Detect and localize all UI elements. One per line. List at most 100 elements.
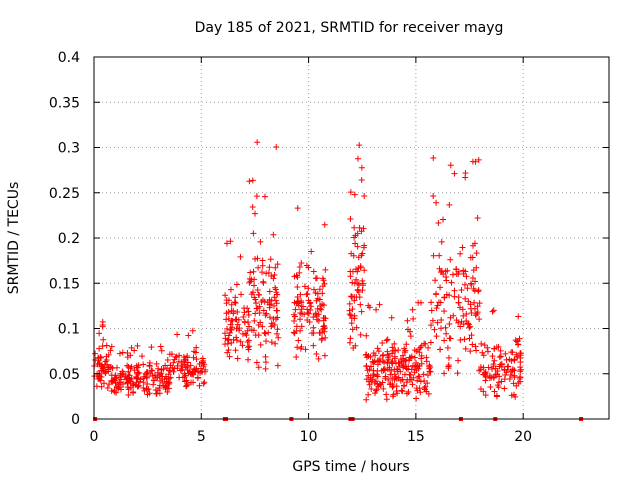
- data-point: [271, 294, 278, 301]
- data-point: [433, 199, 440, 206]
- data-point: [468, 332, 475, 339]
- y-tick-label: 0.15: [49, 276, 80, 292]
- data-point: [353, 324, 360, 331]
- data-point: [363, 351, 370, 358]
- data-point: [497, 361, 504, 368]
- chart-title: Day 185 of 2021, SRMTID for receiver may…: [195, 20, 504, 36]
- data-point: [496, 354, 503, 361]
- data-point: [403, 365, 410, 372]
- data-point: [250, 230, 257, 237]
- data-point: [135, 362, 142, 369]
- data-point: [261, 329, 268, 336]
- data-point: [474, 215, 481, 222]
- data-point: [469, 275, 476, 282]
- data-point: [358, 228, 365, 235]
- data-point: [462, 345, 469, 352]
- data-point: [490, 363, 497, 370]
- data-point: [297, 316, 304, 323]
- data-point: [293, 323, 300, 330]
- data-point: [319, 283, 326, 290]
- data-point: [101, 368, 108, 375]
- data-point: [125, 392, 132, 399]
- data-point: [443, 330, 450, 337]
- data-point: [352, 240, 359, 247]
- data-point: [441, 308, 448, 315]
- data-point: [233, 281, 240, 288]
- data-point: [476, 316, 483, 323]
- data-point: [349, 279, 356, 286]
- data-point: [315, 355, 322, 362]
- data-point: [134, 375, 141, 382]
- data-point: [361, 193, 368, 199]
- data-point: [473, 250, 480, 257]
- data-point: [511, 356, 518, 363]
- data-point: [262, 359, 269, 366]
- data-point: [365, 391, 372, 398]
- data-point: [258, 298, 265, 305]
- data-point: [372, 352, 379, 359]
- data-point: [476, 367, 483, 374]
- data-point: [255, 321, 262, 328]
- data-point: [266, 288, 273, 295]
- data-point: [382, 367, 389, 374]
- data-point: [165, 378, 172, 385]
- data-point: [153, 360, 160, 367]
- data-point: [418, 360, 425, 367]
- data-point: [431, 326, 438, 333]
- data-point: [497, 347, 504, 354]
- data-point: [373, 387, 380, 394]
- data-point: [190, 354, 197, 361]
- data-point: [273, 143, 280, 150]
- data-point: [451, 293, 458, 300]
- data-point: [436, 252, 443, 259]
- data-point: [513, 351, 520, 358]
- data-point: [292, 313, 299, 320]
- data-point: [482, 370, 489, 377]
- data-point: [373, 306, 380, 313]
- data-point: [350, 252, 357, 259]
- data-point: [224, 325, 231, 332]
- data-point: [232, 347, 239, 354]
- data-point: [506, 376, 513, 383]
- data-point: [411, 369, 418, 376]
- data-point: [99, 322, 106, 329]
- data-point: [100, 380, 107, 387]
- data-point: [260, 307, 267, 314]
- data-point: [116, 350, 123, 357]
- data-point: [513, 338, 520, 345]
- data-point: [267, 256, 274, 263]
- data-point: [507, 371, 514, 378]
- data-point: [318, 306, 325, 313]
- data-point: [473, 310, 480, 317]
- data-point: [315, 317, 322, 324]
- data-point: [473, 347, 480, 354]
- data-point: [134, 383, 141, 390]
- data-point: [517, 354, 524, 361]
- data-point: [448, 279, 455, 286]
- data-point: [232, 294, 239, 301]
- data-point: [427, 364, 434, 371]
- data-point: [270, 302, 277, 309]
- x-axis-label: GPS time / hours: [292, 459, 409, 475]
- data-point: [351, 191, 358, 198]
- data-point: [251, 317, 258, 324]
- data-point: [383, 396, 390, 403]
- data-point: [246, 323, 253, 330]
- data-point: [247, 269, 254, 276]
- data-point: [105, 366, 112, 373]
- data-point: [352, 232, 359, 239]
- data-point: [194, 374, 201, 381]
- data-point: [125, 372, 132, 379]
- data-point: [358, 308, 365, 315]
- data-point: [200, 380, 207, 387]
- data-point: [385, 353, 392, 360]
- data-point: [504, 363, 511, 370]
- y-tick-label: 0.1: [58, 322, 80, 338]
- data-point: [471, 287, 478, 294]
- data-point: [274, 362, 281, 369]
- data-point: [124, 362, 131, 369]
- y-tick-label: 0.4: [58, 50, 80, 66]
- data-point: [272, 284, 279, 291]
- data-point: [295, 337, 302, 344]
- data-point: [395, 347, 402, 354]
